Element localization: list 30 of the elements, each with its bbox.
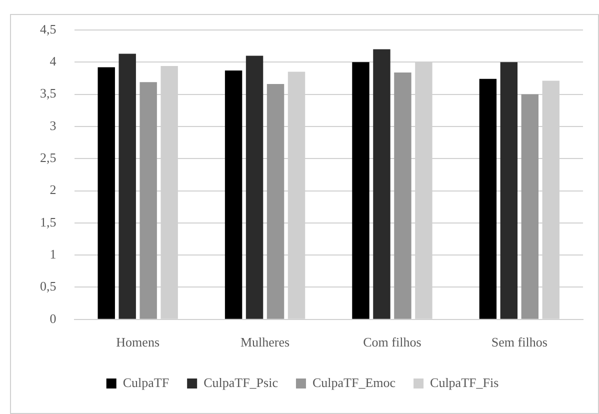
y-tick-label: 2,5: [40, 150, 56, 166]
legend-label: CulpaTF: [122, 374, 170, 390]
bar: [266, 84, 284, 319]
bar: [224, 70, 242, 319]
bar: [521, 94, 539, 319]
y-tick-label: 4,5: [40, 21, 56, 36]
bar: [373, 49, 390, 319]
legend-label: CulpaTF_Psic: [204, 374, 278, 390]
y-tick-label: 1,5: [40, 214, 56, 230]
x-tick-label: Mulheres: [240, 334, 290, 350]
bar: [140, 82, 157, 319]
y-tick-label: 0: [50, 310, 56, 326]
x-tick-label: Homens: [116, 334, 160, 350]
y-tick-label: 2: [50, 182, 56, 198]
y-tick-label: 4: [50, 54, 57, 69]
bar: [479, 78, 497, 319]
legend-label: CulpaTF_Fis: [430, 374, 499, 390]
y-tick-label: 3,5: [40, 86, 56, 101]
bar: [500, 62, 518, 319]
bar: [118, 54, 136, 319]
legend-label: CulpaTF_Emoc: [312, 374, 396, 390]
bar: [98, 67, 115, 319]
x-tick-label: Sem filhos: [491, 334, 548, 350]
y-tick-label: 0,5: [40, 278, 56, 294]
bar: [246, 56, 264, 319]
x-tick-label: Com filhos: [363, 334, 422, 350]
bar: [394, 72, 412, 319]
y-tick-label: 1: [50, 246, 56, 262]
bar: [352, 62, 370, 319]
y-tick-label: 3: [50, 118, 56, 133]
